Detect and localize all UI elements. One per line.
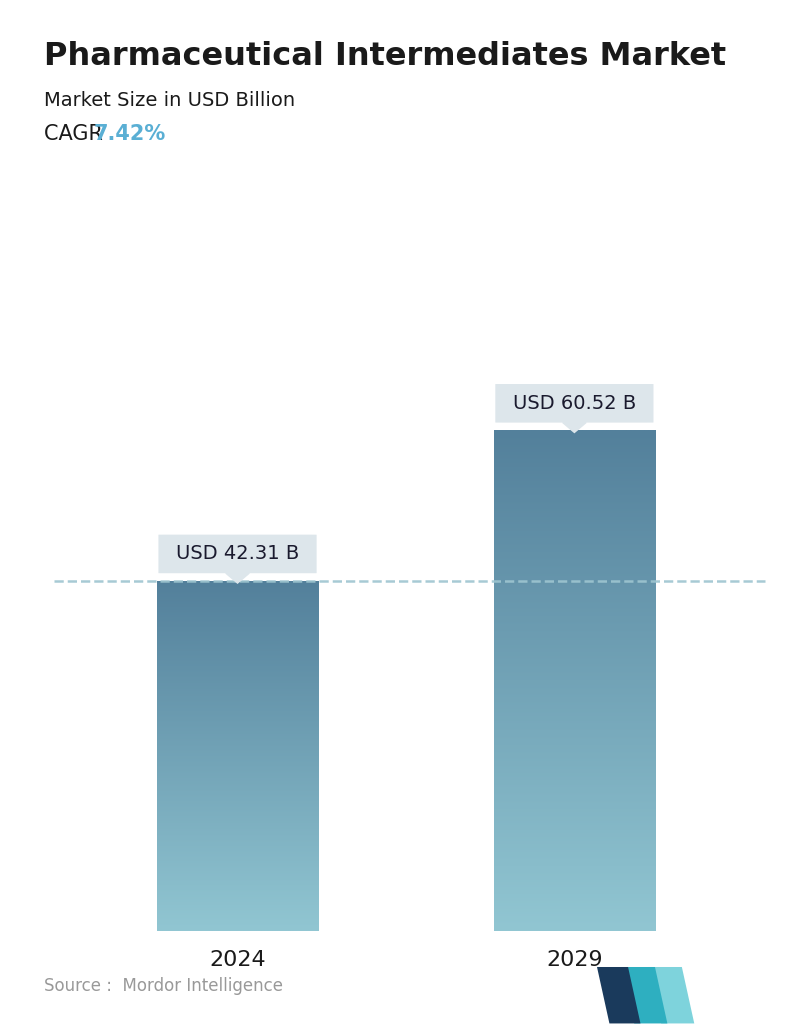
Text: USD 42.31 B: USD 42.31 B	[176, 545, 299, 564]
FancyBboxPatch shape	[495, 384, 654, 423]
Polygon shape	[622, 967, 667, 1024]
Polygon shape	[226, 573, 249, 583]
Text: Market Size in USD Billion: Market Size in USD Billion	[44, 91, 295, 110]
Text: Pharmaceutical Intermediates Market: Pharmaceutical Intermediates Market	[44, 41, 726, 72]
Polygon shape	[649, 967, 694, 1024]
FancyBboxPatch shape	[158, 535, 317, 573]
Text: USD 60.52 B: USD 60.52 B	[513, 394, 636, 413]
Text: CAGR: CAGR	[44, 124, 109, 144]
Text: Source :  Mordor Intelligence: Source : Mordor Intelligence	[44, 977, 283, 995]
Polygon shape	[597, 967, 641, 1024]
Polygon shape	[563, 423, 586, 432]
Text: 7.42%: 7.42%	[93, 124, 166, 144]
